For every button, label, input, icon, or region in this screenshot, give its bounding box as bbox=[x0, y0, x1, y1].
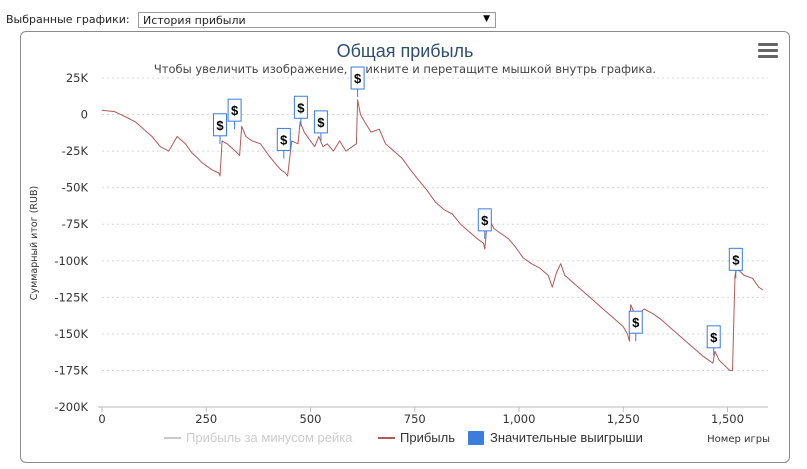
big-win-marker[interactable]: $ bbox=[276, 127, 291, 159]
dollar-icon: $ bbox=[317, 115, 325, 130]
series-lines bbox=[101, 99, 764, 371]
x-tick-label: 250 bbox=[195, 412, 217, 426]
big-win-marker[interactable]: $ bbox=[728, 247, 743, 279]
dollar-icon: $ bbox=[231, 103, 239, 118]
marker-flag bbox=[728, 247, 743, 271]
legend-item[interactable]: Значительные выигрыши bbox=[468, 430, 643, 445]
chart-selector-label: Выбранные графики: bbox=[6, 13, 130, 26]
y-tick-label: 25K bbox=[66, 71, 89, 85]
big-win-marker[interactable]: $ bbox=[350, 66, 365, 98]
x-tick-label: 1,500 bbox=[711, 412, 744, 426]
dollar-icon: $ bbox=[481, 213, 489, 228]
marker-flag bbox=[350, 66, 365, 90]
legend-swatch bbox=[468, 431, 484, 445]
marker-flag bbox=[313, 110, 328, 134]
x-tick-label: 0 bbox=[98, 412, 105, 426]
big-win-marker[interactable]: $ bbox=[477, 208, 492, 239]
top-bar: Выбранные графики: История прибыли ▼ bbox=[0, 0, 807, 30]
marker-flag bbox=[276, 127, 291, 151]
y-axis-label: Суммарный итог (RUB) bbox=[29, 186, 40, 300]
dollar-icon: $ bbox=[732, 252, 740, 267]
chart-menu-icon[interactable] bbox=[758, 43, 778, 61]
dollar-icon: $ bbox=[710, 330, 718, 345]
y-tick-label: -125K bbox=[54, 290, 88, 304]
grid-lines bbox=[102, 77, 768, 408]
x-tick-label: 750 bbox=[404, 412, 426, 426]
legend-item[interactable]: Прибыль за минусом рейка bbox=[164, 430, 353, 445]
marker-flag bbox=[227, 98, 242, 122]
y-tick-label: -150K bbox=[54, 327, 88, 341]
chart-panel bbox=[20, 31, 790, 463]
profit-series-line bbox=[101, 99, 764, 371]
big-win-marker[interactable]: $ bbox=[706, 325, 721, 356]
marker-flag bbox=[293, 95, 308, 119]
chart-subtitle: Чтобы увеличить изображение, кликните и … bbox=[154, 62, 656, 76]
chart-legend[interactable]: Прибыль за минусом рейка Прибыль Значитель… bbox=[164, 430, 643, 445]
marker-flag bbox=[628, 310, 643, 334]
marker-flag bbox=[477, 208, 492, 232]
x-tick-label: 1,250 bbox=[607, 412, 640, 426]
y-tick-label: -25K bbox=[62, 144, 89, 158]
y-tick-label: -75K bbox=[62, 217, 89, 231]
big-win-marker[interactable]: $ bbox=[313, 110, 328, 141]
dollar-icon: $ bbox=[632, 315, 640, 330]
big-win-marker[interactable]: $ bbox=[213, 113, 228, 144]
marker-flag bbox=[213, 113, 228, 137]
chart-title: Общая прибыль bbox=[337, 41, 474, 61]
x-tick-label: 500 bbox=[300, 412, 322, 426]
y-tick-label: -175K bbox=[54, 363, 88, 377]
legend-label: Прибыль за минусом рейка bbox=[186, 430, 353, 445]
y-tick-label: 0 bbox=[81, 108, 88, 122]
legend-label: Прибыль bbox=[400, 430, 455, 445]
chart-selector-dropdown[interactable]: История прибыли ▼ bbox=[138, 12, 496, 28]
y-tick-label: -50K bbox=[62, 181, 89, 195]
big-win-marker[interactable]: $ bbox=[227, 98, 242, 130]
x-axis-label: Номер игры bbox=[707, 434, 770, 445]
legend-item[interactable]: Прибыль bbox=[378, 430, 455, 445]
dollar-icon: $ bbox=[354, 71, 362, 86]
legend-label: Значительные выигрыши bbox=[490, 430, 643, 445]
dollar-icon: $ bbox=[216, 118, 224, 133]
big-win-marker[interactable]: $ bbox=[628, 310, 643, 342]
y-tick-label: -200K bbox=[54, 400, 88, 414]
dollar-icon: $ bbox=[280, 132, 288, 147]
dollar-icon: $ bbox=[297, 100, 305, 115]
big-win-marker[interactable]: $ bbox=[293, 95, 308, 127]
marker-flag bbox=[706, 325, 721, 349]
x-tick-label: 1,000 bbox=[503, 412, 536, 426]
axes: 25K 0 -25K -50K -75K -100K -125K -150K -175K -200… bbox=[54, 71, 768, 426]
dropdown-arrow-icon: ▼ bbox=[483, 14, 490, 24]
chart-selector-value: История прибыли bbox=[143, 14, 246, 27]
y-tick-label: -100K bbox=[54, 254, 88, 268]
big-win-markers[interactable]: $ $ $ $ $ $ $ $ $ $ bbox=[213, 66, 743, 356]
